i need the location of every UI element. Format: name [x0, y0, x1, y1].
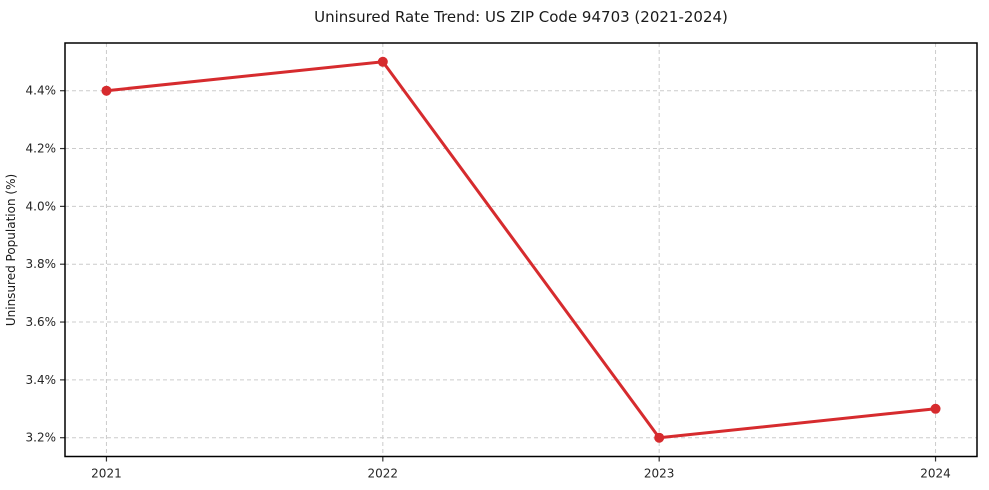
data-point-2023 [654, 432, 665, 443]
y-tick-label: 4.0% [26, 199, 57, 213]
data-point-2024 [930, 403, 941, 414]
chart-title: Uninsured Rate Trend: US ZIP Code 94703 … [314, 8, 728, 26]
x-tick-label: 2024 [920, 467, 951, 481]
y-axis-label: Uninsured Population (%) [4, 174, 18, 326]
plot-area: 3.2% 3.4% 3.6% 3.8% 4.0% 4.2% 4.4% 2021 2022 2023… [26, 42, 978, 481]
y-tick-label: 3.4% [26, 373, 57, 387]
plot-border [64, 42, 978, 458]
data-point-2022 [377, 56, 388, 67]
data-point-2021 [101, 85, 112, 96]
x-tick-label: 2021 [91, 467, 122, 481]
y-tick-label: 3.8% [26, 257, 57, 271]
y-tick-label: 4.2% [26, 142, 57, 156]
y-tick-label: 3.2% [26, 431, 57, 445]
y-tick-label: 4.4% [26, 84, 57, 98]
trend-line [104, 60, 938, 440]
y-tick-label: 3.6% [26, 315, 57, 329]
x-tick-label: 2023 [644, 467, 675, 481]
x-tick-label: 2022 [368, 467, 399, 481]
